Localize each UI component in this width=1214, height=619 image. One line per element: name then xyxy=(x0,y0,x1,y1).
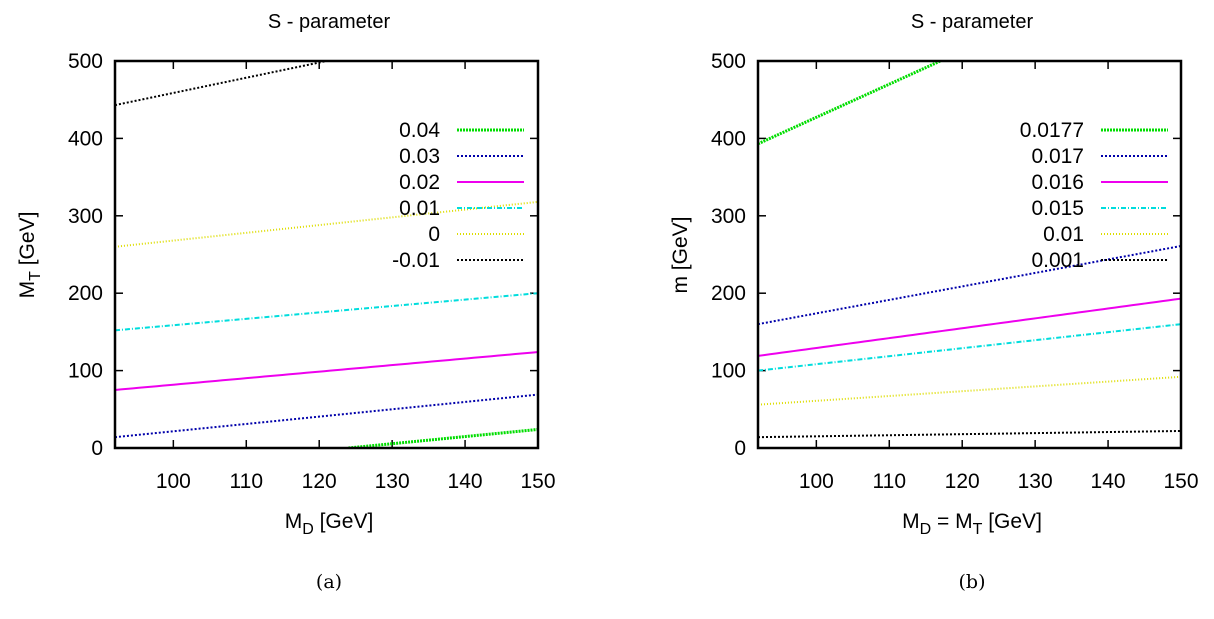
series-line-0.017 xyxy=(758,245,1181,326)
series-line-0.01 xyxy=(758,375,1181,406)
figure-caption: (a) xyxy=(316,571,342,593)
x-tick-label: 110 xyxy=(230,470,263,493)
series-line-0.001 xyxy=(758,429,1181,439)
x-tick-label: 100 xyxy=(156,470,191,493)
y-tick-label: 400 xyxy=(68,127,103,150)
x-tick-label: 100 xyxy=(799,470,834,493)
y-tick-label: 500 xyxy=(711,50,746,73)
y-tick-label: 500 xyxy=(68,50,103,73)
legend-label: 0.015 xyxy=(1031,197,1084,220)
legend-label: 0.001 xyxy=(1031,249,1084,272)
plot-frame xyxy=(113,59,540,450)
x-tick-label: 130 xyxy=(375,470,410,493)
series-line--0.01 xyxy=(115,61,327,107)
legend-label: -0.01 xyxy=(392,249,440,272)
x-tick-label: 120 xyxy=(302,470,337,493)
legend-label: 0.02 xyxy=(399,171,440,194)
y-tick-label: 100 xyxy=(711,360,746,383)
y-tick-label: 200 xyxy=(68,282,103,305)
x-tick-label: 120 xyxy=(945,470,980,493)
series-line-0.016 xyxy=(758,297,1181,357)
legend-label: 0.01 xyxy=(1043,223,1084,246)
x-tick-label: 150 xyxy=(520,470,555,493)
y-tick-label: 300 xyxy=(711,205,746,228)
figure-caption: (b) xyxy=(959,571,986,593)
chart-a: S - parameter 100 110 120 130 140 150 0 100 200 30… xyxy=(16,11,556,593)
x-tick-label: 140 xyxy=(448,470,483,493)
chart-title: S - parameter xyxy=(268,11,391,33)
series-line-0.0177 xyxy=(758,61,941,146)
series-line-0.04 xyxy=(348,427,538,448)
legend-label: 0 xyxy=(428,223,440,246)
x-tick-label: 110 xyxy=(873,470,906,493)
x-axis-label: MD [GeV] xyxy=(285,510,374,538)
y-tick-label: 300 xyxy=(68,205,103,228)
legend-label: 0.016 xyxy=(1031,171,1084,194)
plot-frame xyxy=(756,59,1183,450)
legend-label: 0.017 xyxy=(1031,145,1084,168)
legend-label: 0.04 xyxy=(399,119,440,142)
x-axis-label: MD = MT [GeV] xyxy=(902,510,1042,538)
legend-label: 0.03 xyxy=(399,145,440,168)
chart-title: S - parameter xyxy=(911,11,1034,33)
y-tick-label: 100 xyxy=(68,360,103,383)
y-axis-label: m [GeV] xyxy=(669,216,692,293)
legend-label: 0.01 xyxy=(399,197,440,220)
series-line-0 xyxy=(115,200,538,248)
x-tick-label: 150 xyxy=(1163,470,1198,493)
series-line-0.015 xyxy=(758,323,1181,372)
series-line-0.01 xyxy=(115,292,538,332)
x-tick-label: 140 xyxy=(1091,470,1126,493)
series-line-0.02 xyxy=(115,351,538,391)
y-tick-label: 400 xyxy=(711,127,746,150)
y-tick-label: 0 xyxy=(91,437,103,460)
legend-label: 0.0177 xyxy=(1020,119,1084,142)
y-axis-label: MT [GeV] xyxy=(16,212,44,299)
chart-b: S - parameter 100 110 120 130 140 150 0 100 200 30… xyxy=(669,11,1199,593)
y-tick-label: 0 xyxy=(734,437,746,460)
x-tick-label: 130 xyxy=(1018,470,1053,493)
series-line-0.03 xyxy=(115,393,538,439)
y-tick-label: 200 xyxy=(711,282,746,305)
